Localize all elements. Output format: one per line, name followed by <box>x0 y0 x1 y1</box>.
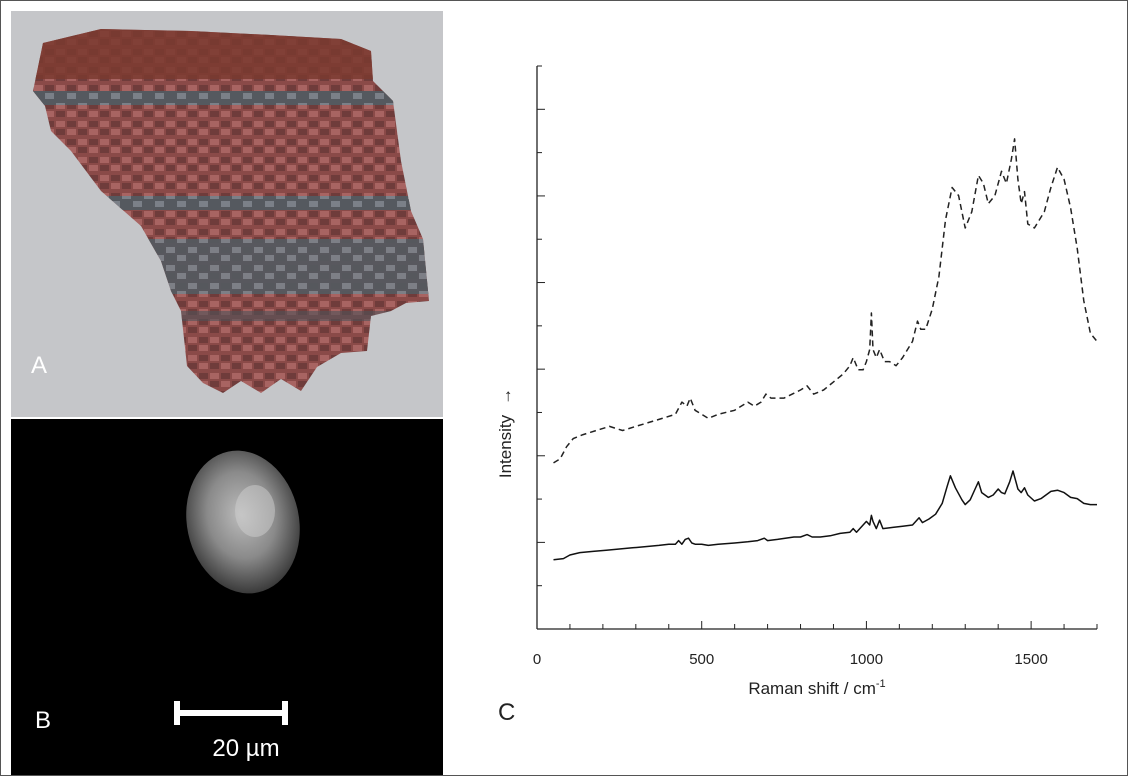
chart-series <box>553 138 1098 561</box>
particle-image <box>174 450 300 725</box>
series-solid-line <box>553 470 1097 561</box>
x-axis-label: Raman shift / cm-1 <box>748 678 885 698</box>
x-tick-label: 500 <box>689 651 714 668</box>
series-dashed-line <box>553 138 1098 464</box>
scale-bar-label: 20 µm <box>212 735 280 762</box>
panel-a-fabric-photo: A <box>11 11 443 417</box>
scale-bar <box>174 701 288 725</box>
panel-b-particle-micrograph: B 20 µm <box>11 419 443 775</box>
panel-label-b: B <box>35 707 52 734</box>
chart-labels: 0 500 1000 1500 Raman shift / cm-1 Intensity→ <box>496 388 1048 698</box>
panel-c-raman-spectrum <box>445 11 1127 775</box>
y-axis-label: Intensity→ <box>496 388 515 478</box>
panel-label-a: A <box>31 352 48 379</box>
chart-axes <box>536 65 1098 630</box>
panel-label-c: C <box>498 699 516 726</box>
fabric-fragment-image <box>33 29 429 393</box>
x-tick-label: 1000 <box>850 651 883 668</box>
x-tick-label: 0 <box>533 651 541 668</box>
x-tick-label: 1500 <box>1014 651 1047 668</box>
